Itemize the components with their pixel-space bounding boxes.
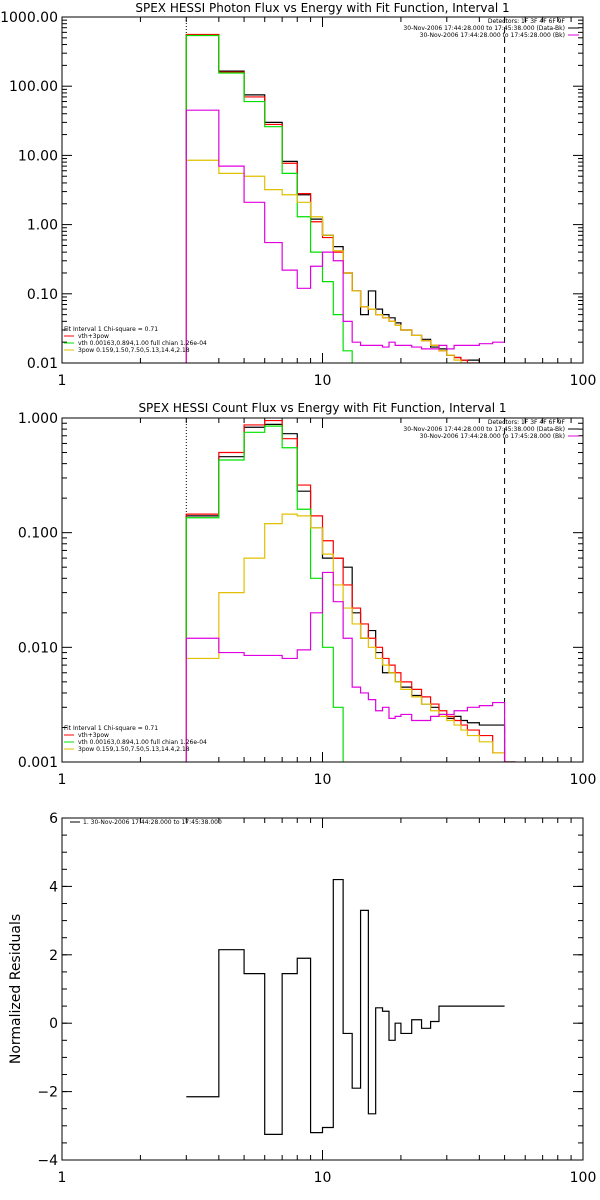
x-tick-label: 100 <box>570 373 597 389</box>
legend-entry: vth 0.00163,0.894,1.00 full chian 1.26e-… <box>78 739 207 746</box>
series-line-0 <box>185 34 505 363</box>
y-tick-label: −2 <box>37 1085 58 1101</box>
x-tick-label: 1 <box>58 373 67 389</box>
legend-entry: 1. 30-Nov-2006 17:44:28.000 to 17:45:38.… <box>83 819 222 826</box>
legend-entry: Detectors: 1F 3F 4F 6F 9F <box>488 18 566 25</box>
series-group <box>185 33 505 363</box>
series-line-0 <box>186 878 505 1135</box>
series-line-1 <box>185 33 480 363</box>
chart-photon: SPEX HESSI Photon Flux vs Energy with Fi… <box>0 1 597 389</box>
chart-residuals: Normalized Residuals 1 10 100 −4 −2 0 2 4 6 1. 30-… <box>8 811 596 1186</box>
legend-entry: vth 0.00163,0.894,1.00 full chian 1.26e-… <box>78 340 207 347</box>
y-tick-label: 1.00 <box>27 218 58 234</box>
y-tick-label: 10.00 <box>18 148 58 164</box>
y-tick-label: 0.010 <box>18 640 58 656</box>
series-line-3 <box>185 513 506 762</box>
legend-entry: 3pow 0.159,1.50,7.50,5.13,14.4,2.18 <box>78 347 190 354</box>
series-line-3 <box>185 159 469 363</box>
y-tick-label: 100.00 <box>9 79 58 95</box>
legend-entry: Detectors: 1F 3F 4F 6F 9F <box>488 419 566 426</box>
y-tick-label: 0 <box>49 1016 58 1032</box>
legend-entry: 30-Nov-2006 17:44:28.000 to 17:45:28.000… <box>420 433 565 440</box>
x-tick-label: 10 <box>314 373 332 389</box>
legend-entry: 30-Nov-2006 17:44:28.000 to 17:45:38.000… <box>403 426 565 433</box>
series-line-2 <box>185 425 344 762</box>
y-tick-label: 4 <box>49 879 58 895</box>
plot-frame <box>61 417 584 763</box>
x-tick-label: 1 <box>58 1170 67 1186</box>
x-tick-label: 100 <box>570 1170 597 1186</box>
chart-title: SPEX HESSI Photon Flux vs Energy with Fi… <box>135 1 509 15</box>
chart-count: SPEX HESSI Count Flux vs Energy with Fit… <box>18 401 597 788</box>
legend-entry: vth+3pow <box>78 333 109 340</box>
y-tick-label: 0.001 <box>18 755 58 771</box>
plot-frame <box>61 817 584 1161</box>
y-tick-label: −4 <box>37 1153 58 1169</box>
x-tick-label: 10 <box>314 772 332 788</box>
legend-entry: Fit Interval 1 Chi-square = 0.71 <box>64 725 158 732</box>
y-tick-label: 6 <box>49 811 58 827</box>
series-line-4 <box>185 109 505 363</box>
legend-entry: vth+3pow <box>78 732 109 739</box>
legend-entry: 3pow 0.159,1.50,7.50,5.13,14.4,2.18 <box>78 746 190 753</box>
y-tick-label: 2 <box>49 948 58 964</box>
series-line-2 <box>185 34 353 363</box>
legend-entry: 30-Nov-2006 17:44:28.000 to 17:45:38.000… <box>403 25 565 32</box>
x-tick-label: 1 <box>58 772 67 788</box>
chart-title: SPEX HESSI Count Flux vs Energy with Fit… <box>138 401 506 415</box>
series-group <box>186 878 505 1135</box>
legend-entry: 30-Nov-2006 17:44:28.000 to 17:45:28.000… <box>420 32 565 39</box>
y-tick-label: 0.01 <box>27 356 58 372</box>
y-axis-label: Normalized Residuals <box>8 914 24 1064</box>
plot-frame <box>61 16 584 364</box>
series-line-4 <box>185 571 506 762</box>
y-tick-label: 0.10 <box>27 287 58 303</box>
y-tick-label: 1.000 <box>18 411 58 427</box>
legend-entry: Fit Interval 1 Chi-square = 0.71 <box>64 326 158 333</box>
series-group <box>185 419 516 762</box>
y-tick-label: 0.100 <box>18 526 58 542</box>
x-tick-label: 10 <box>314 1170 332 1186</box>
x-tick-label: 100 <box>570 772 597 788</box>
y-tick-label: 1000.00 <box>0 10 58 26</box>
